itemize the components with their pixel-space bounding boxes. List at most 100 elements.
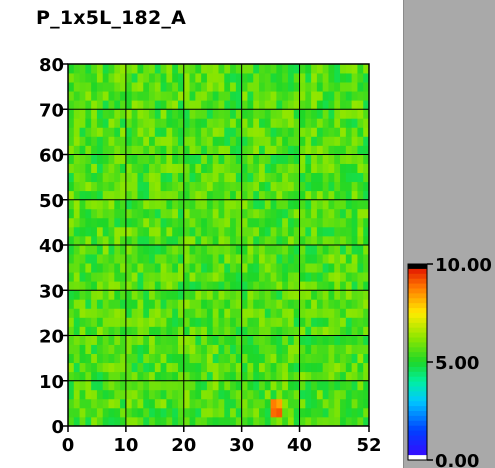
heatmap-cell <box>241 344 248 354</box>
heatmap-cell <box>363 208 370 219</box>
heatmap-cell <box>363 407 370 418</box>
heatmap-cell <box>137 154 144 164</box>
heatmap-cell <box>131 100 138 110</box>
heatmap-cell <box>235 272 243 282</box>
heatmap-cell <box>340 398 347 409</box>
heatmap-cell <box>149 136 156 146</box>
heatmap-cell <box>68 208 75 219</box>
heatmap-cell <box>131 353 138 364</box>
heatmap-cell <box>299 362 306 373</box>
colorbar-segment <box>408 415 427 422</box>
heatmap-cell <box>357 290 364 300</box>
heatmap-cell <box>68 362 75 373</box>
heatmap-cell <box>334 127 341 137</box>
heatmap-cell <box>154 398 162 409</box>
heatmap-cell <box>264 208 271 219</box>
heatmap-cell <box>212 407 219 418</box>
heatmap-cell <box>68 145 75 155</box>
heatmap-cell <box>68 326 75 336</box>
colorbar-segment <box>408 268 427 275</box>
heatmap-cell <box>91 199 98 210</box>
heatmap-cell <box>247 100 254 110</box>
heatmap-cell <box>154 91 162 101</box>
heatmap-cell <box>143 344 150 354</box>
heatmap-cell <box>282 398 289 409</box>
y-tick-label: 0 <box>51 417 64 438</box>
heatmap-cell <box>351 326 358 336</box>
heatmap-cell <box>253 136 260 146</box>
heatmap-cell <box>114 217 121 228</box>
heatmap-cell <box>149 91 156 101</box>
heatmap-cell <box>287 371 295 382</box>
heatmap-cell <box>264 335 271 345</box>
heatmap-cell <box>299 380 306 391</box>
heatmap-cell <box>311 100 318 110</box>
heatmap-cell <box>177 235 185 246</box>
heatmap-cell <box>79 217 86 228</box>
heatmap-cell <box>340 199 347 210</box>
heatmap-cell <box>293 389 300 400</box>
heatmap-cell <box>311 190 318 201</box>
heatmap-cell <box>247 190 254 201</box>
heatmap-cell <box>154 299 162 309</box>
heatmap-cell <box>68 190 75 201</box>
heatmap-cell <box>247 127 254 137</box>
heatmap-cell <box>206 398 214 409</box>
heatmap-cell <box>305 181 312 192</box>
heatmap-cell <box>212 362 219 373</box>
heatmap-cell <box>311 217 318 228</box>
heatmap-cell <box>363 82 370 92</box>
heatmap-cell <box>224 344 231 354</box>
heatmap-cell <box>264 290 271 300</box>
colorbar-segment <box>408 376 427 382</box>
heatmap-cell <box>351 154 358 164</box>
heatmap-cell <box>328 208 335 219</box>
heatmap-cell <box>183 199 190 210</box>
heatmap-cell <box>189 163 196 173</box>
heatmap-cell <box>68 217 75 228</box>
heatmap-cell <box>120 344 127 354</box>
heatmap-cell <box>108 136 115 146</box>
heatmap-cell <box>363 181 370 192</box>
heatmap-cell <box>79 245 86 255</box>
heatmap-cell <box>218 290 225 300</box>
heatmap-cell <box>206 263 214 273</box>
heatmap-cell <box>218 389 225 400</box>
heatmap-cell <box>322 154 329 164</box>
heatmap-cell <box>108 118 115 128</box>
heatmap-cell <box>68 263 75 273</box>
heatmap-cell <box>85 181 92 192</box>
heatmap-cell <box>114 308 121 318</box>
heatmap-cell <box>91 163 98 173</box>
heatmap-cell <box>183 263 190 273</box>
heatmap-cell <box>316 272 324 282</box>
heatmap-cell <box>91 136 98 146</box>
heatmap-cell <box>334 73 341 83</box>
heatmap-cell <box>334 362 341 373</box>
heatmap-cell <box>183 100 190 110</box>
heatmap-cell <box>91 281 98 291</box>
heatmap-cell <box>212 136 219 146</box>
heatmap-cell <box>218 91 225 101</box>
heatmap-cell <box>328 109 335 119</box>
heatmap-cell <box>195 190 202 201</box>
heatmap-cell <box>235 226 243 237</box>
heatmap-cell <box>316 263 324 273</box>
heatmap-cell <box>264 199 271 210</box>
heatmap-cell <box>79 154 86 164</box>
heatmap-cell <box>131 344 138 354</box>
heatmap-cell <box>172 64 179 74</box>
heatmap-cell <box>166 163 173 173</box>
heatmap-cell <box>201 136 208 146</box>
heatmap-cell <box>195 245 202 255</box>
heatmap-cell <box>125 380 133 391</box>
heatmap-cell <box>316 235 324 246</box>
heatmap-cell <box>149 362 156 373</box>
heatmap-cell <box>85 109 92 119</box>
heatmap-cell <box>143 136 150 146</box>
heatmap-cell <box>218 362 225 373</box>
heatmap-cell <box>224 335 231 345</box>
heatmap-cell <box>311 64 318 74</box>
heatmap-cell <box>305 145 312 155</box>
heatmap-cell <box>79 100 86 110</box>
